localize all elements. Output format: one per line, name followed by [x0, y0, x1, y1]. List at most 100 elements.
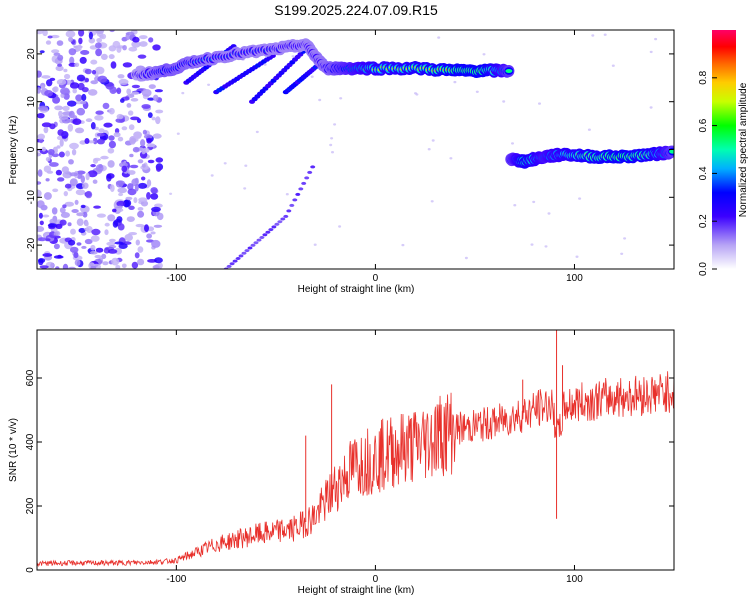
spectrogram-noise-cell	[538, 102, 541, 105]
spectrogram-noise-cell	[76, 242, 82, 246]
spectrogram-noise-cell	[109, 30, 115, 33]
spectrogram-noise-cell	[291, 55, 295, 58]
spectrogram-noise-cell	[511, 142, 514, 145]
spectrogram-noise-cell	[43, 165, 52, 173]
spectrogram-noise-cell	[137, 210, 145, 218]
spectrogram-noise-cell	[578, 197, 582, 200]
spectrogram-noise-cell	[57, 129, 64, 136]
spectrogram-noise-cell	[108, 54, 115, 60]
spectrogram-noise-cell	[106, 173, 115, 179]
spectrogram-noise-cell	[45, 238, 51, 242]
spectrogram-noise-cell	[96, 213, 106, 218]
spectrogram-noise-cell	[43, 126, 49, 134]
spectrogram-noise-cell	[85, 190, 93, 199]
spectrogram-noise-cell	[513, 204, 517, 207]
spectrogram-noise-cell	[138, 197, 148, 203]
spectrogram-noise-cell	[133, 133, 142, 140]
spectrogram-arc-cell	[265, 230, 271, 234]
spectrogram-noise-cell	[94, 126, 99, 131]
spectrogram-noise-cell	[141, 176, 146, 181]
spectrogram-noise-cell	[181, 91, 185, 95]
spectrogram-noise-cell	[68, 239, 76, 246]
spectrogram-noise-cell	[47, 149, 55, 155]
spectrogram-noise-cell	[430, 200, 434, 203]
snr-xtick-label: 100	[566, 574, 583, 585]
spectrogram-noise-cell	[150, 187, 158, 194]
spectrogram-noise-cell	[544, 245, 548, 248]
spectrogram-noise-cell	[128, 205, 135, 210]
spectrogram-noise-cell	[69, 178, 78, 187]
spectrogram-noise-cell	[243, 187, 247, 190]
snr-series-line	[37, 371, 674, 568]
spectrogram-noise-cell	[58, 151, 65, 158]
spectrogram-noise-cell	[90, 59, 98, 65]
spectrogram-noise-cell	[154, 89, 163, 93]
spectrogram-noise-cell	[85, 118, 93, 123]
spectrogram-band-core	[669, 149, 674, 154]
spectrogram-noise-cell	[453, 80, 457, 84]
spectrogram-noise-cell	[131, 40, 141, 48]
spectrogram-arc-cell	[253, 241, 259, 245]
spectrogram-noise-cell	[37, 87, 41, 94]
spectrogram-noise-cell	[100, 155, 109, 160]
snr-ytick-label: 600	[25, 369, 36, 386]
spectrogram-noise-cell	[123, 199, 130, 208]
spectrogram-noise-cell	[338, 225, 342, 228]
spectrogram-noise-cell	[58, 115, 69, 120]
spectrogram-noise-cell	[547, 212, 551, 215]
spectrogram-arc-cell	[277, 220, 283, 224]
spectrogram-xtick-label: 0	[373, 273, 379, 284]
spectrogram-noise-cell	[128, 46, 138, 52]
spectrogram-noise-cell	[141, 149, 146, 155]
spectrogram-noise-cell	[80, 50, 90, 55]
spectrogram-noise-cell	[148, 37, 154, 43]
spectrogram-noise-cell	[84, 221, 89, 227]
spectrogram-noise-cell	[80, 100, 87, 105]
colorbar-tick-label: 0.6	[698, 118, 709, 132]
spectrogram-noise-cell	[92, 179, 98, 184]
spectrogram-noise-cell	[152, 44, 161, 51]
spectrogram-noise-cell	[87, 170, 98, 178]
spectrogram-noise-cell	[603, 33, 607, 36]
spectrogram-noise-cell	[71, 149, 77, 156]
spectrogram-noise-cell	[78, 30, 85, 37]
spectrogram-noise-cell	[110, 61, 117, 69]
spectrogram-noise-cell	[92, 158, 99, 164]
spectrogram-noise-cell	[147, 112, 153, 118]
spectrogram-arc-cell	[262, 233, 268, 237]
spectrogram-noise-cell	[623, 237, 627, 240]
spectrogram-noise-cell	[90, 122, 96, 130]
spectrogram-noise-cell	[94, 115, 104, 121]
spectrogram-noise-cell	[85, 226, 93, 233]
spectrogram-noise-cell	[91, 69, 97, 75]
spectrogram-noise-cell	[318, 98, 322, 102]
spectrogram-arc-cell	[259, 236, 265, 239]
spectrogram-noise-cell	[38, 105, 49, 111]
spectrogram-noise-cell	[223, 162, 227, 165]
spectrogram-noise-cell	[43, 192, 52, 200]
spectrogram-noise-cell	[62, 204, 67, 208]
spectrogram-noise-cell	[67, 222, 72, 227]
spectrogram-noise-cell	[128, 232, 138, 236]
spectrogram-noise-cell	[72, 88, 77, 94]
spectrogram-noise-cell	[502, 100, 506, 103]
spectrogram-noise-cell	[109, 238, 116, 243]
spectrogram-noise-cell	[427, 148, 431, 151]
snr-ytick-label: 400	[25, 433, 36, 450]
spectrogram-noise-cell	[68, 159, 74, 165]
spectrogram-noise-cell	[464, 256, 468, 260]
spectrogram-noise-cell	[47, 35, 53, 39]
spectrogram-noise-cell	[108, 45, 117, 52]
spectrogram-noise-cell	[108, 107, 115, 115]
spectrogram-noise-cell	[115, 265, 121, 269]
spectrogram-noise-cell	[591, 34, 595, 37]
spectrogram-noise-cell	[152, 133, 162, 139]
spectrogram-noise-cell	[96, 138, 105, 145]
spectrogram-noise-cell	[141, 163, 146, 168]
spectrogram-noise-cell	[146, 233, 153, 239]
spectrogram-noise-cell	[127, 183, 134, 191]
spectrogram-noise-cell	[68, 48, 77, 56]
spectrogram-arc-cell	[241, 251, 247, 255]
spectrogram-noise-cell	[41, 146, 46, 152]
spectrogram-noise-cell	[128, 110, 134, 116]
